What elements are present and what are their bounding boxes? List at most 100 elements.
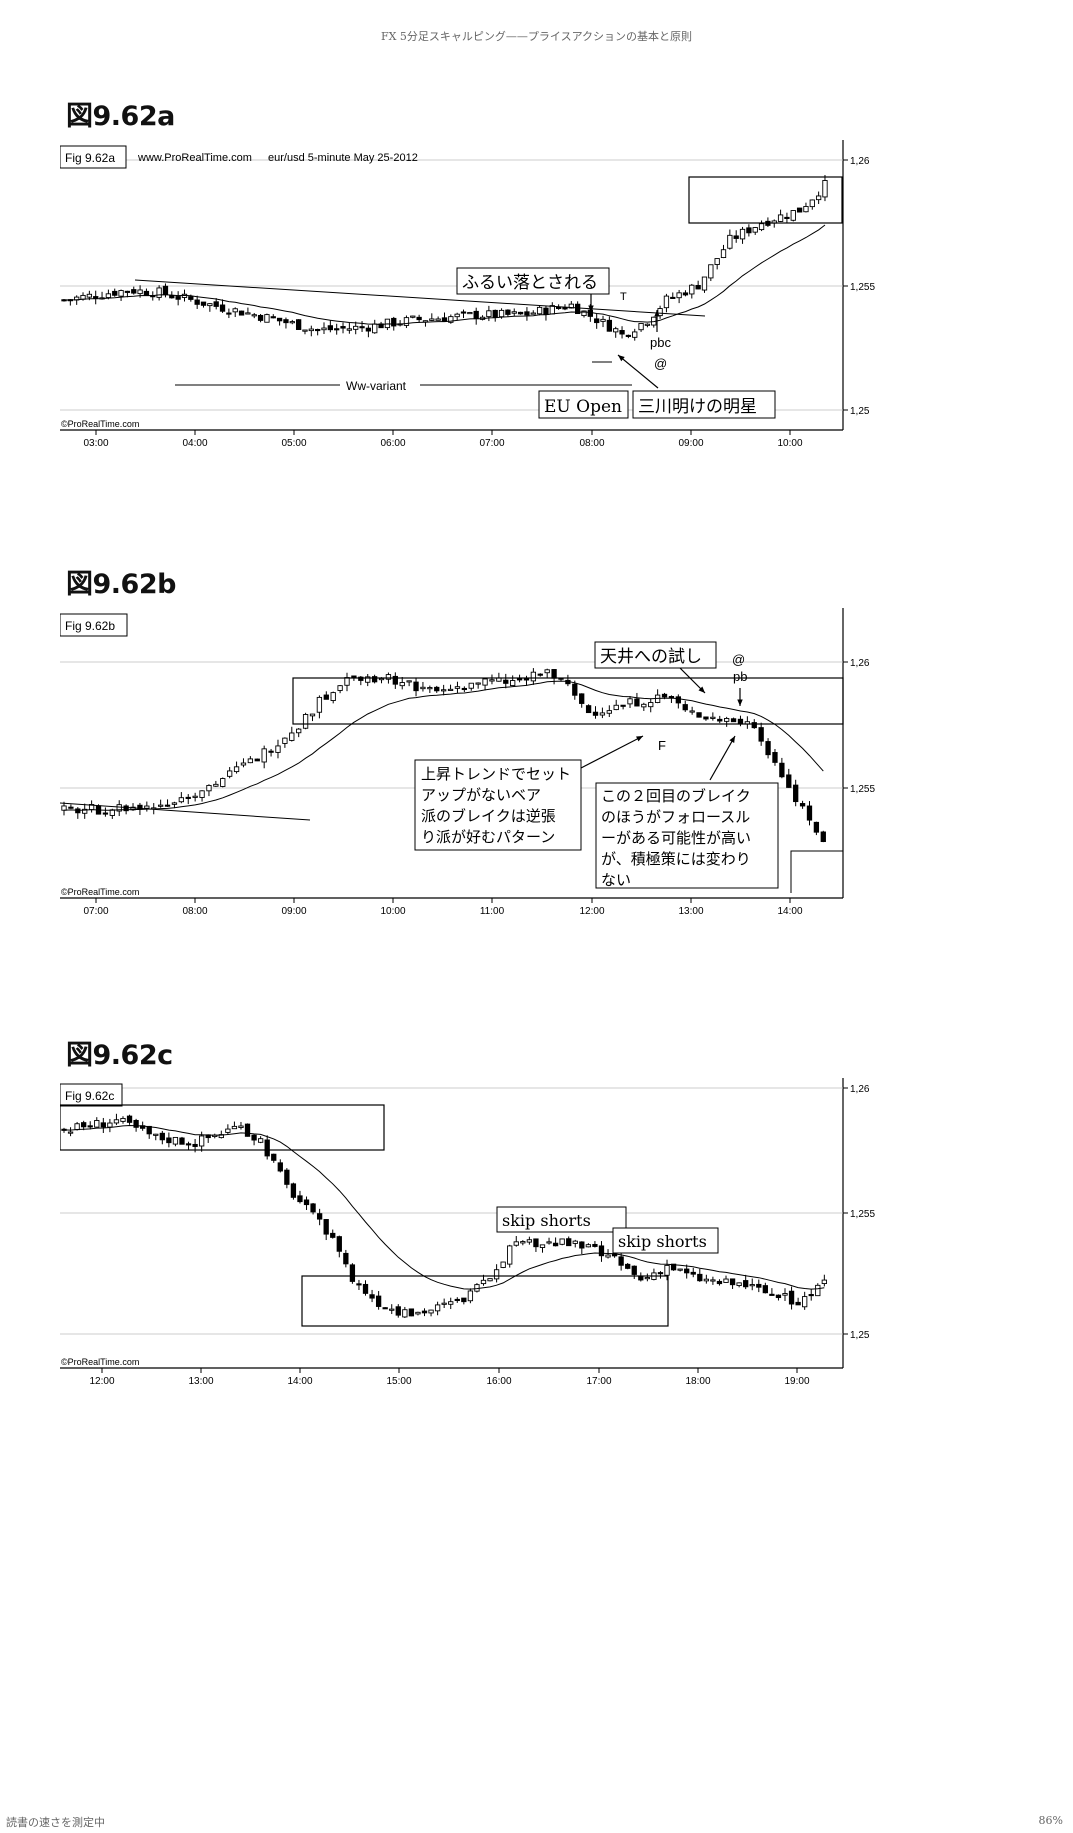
candle-body [585,705,592,714]
candle-body [102,812,109,815]
candle-body [632,331,638,338]
y-tick-label: 1,26 [850,156,870,167]
candle-body [486,310,492,318]
candle-body [663,295,670,309]
note-second-break-line: この２回目のブレイク [601,787,751,805]
candle-body [487,1278,493,1282]
annotation-at: @ [654,356,667,371]
candle-body [815,1284,821,1297]
candle-body [788,1290,795,1305]
candle-body [61,805,67,811]
candle-body [575,303,581,315]
candle-body [220,778,226,787]
lower-range-box [301,1275,669,1327]
x-tick-label: 08:00 [579,438,604,449]
candle-body [428,1309,434,1314]
candle-body [303,1199,310,1206]
y-tick-label: 1,26 [850,658,870,669]
candle-body [786,774,792,788]
candle-body [435,318,441,321]
candle-body [213,301,219,307]
arrow-ceiling-test-head [698,686,705,693]
candle-body [566,1238,572,1247]
candle-body [403,317,410,326]
x-tick-label: 09:00 [281,906,306,917]
candle-body [581,310,587,317]
candle-body [232,308,238,313]
candle-body [802,1296,808,1308]
candle-body [321,327,327,331]
candle-body [555,306,562,309]
candle-body [670,1263,677,1271]
candle-body [213,783,219,787]
candle-body [240,762,247,766]
candle-body [353,325,359,330]
candle-body [551,669,557,679]
candle-body [137,289,143,295]
candle-body [790,210,796,221]
candle-body [308,328,314,332]
chart-9-62c: 1,26 1,255 1,25 12:00 13:00 14:00 15:00 16:00 17… [60,1078,875,1387]
candle-body [739,228,746,240]
candle-body [337,685,343,691]
moving-average-line [63,1124,825,1290]
candle-body [302,714,309,729]
fig-label: Fig 9.62a [65,151,115,165]
candle-body [530,671,537,682]
candle-body [284,1169,290,1185]
candle-body [523,678,530,681]
candle-body [592,1243,598,1247]
candle-body [552,1242,559,1247]
candle-body [349,1264,356,1282]
candle-body [295,319,302,330]
candle-body [777,214,784,222]
candle-body [194,299,200,305]
candle-body [737,718,744,725]
candle-body [244,1123,251,1137]
target-marker [790,850,843,893]
annotation-ceiling-test: 天井への試し [600,647,702,667]
candle-body [113,1119,120,1124]
candle-body [524,311,530,316]
candle-body [233,766,240,773]
candle-body [676,292,682,299]
candle-body [530,312,536,315]
resistance-box [688,176,843,224]
candle-body [144,805,150,809]
candle-body [264,1139,270,1157]
candle-body [309,713,316,717]
candle-body [199,790,205,798]
candle-body [746,227,752,234]
candle-body [587,309,593,317]
candle-body [385,674,392,680]
candle-body [257,1138,264,1143]
candle-body [74,1123,80,1131]
candle-body [429,318,435,321]
candle-body [378,677,385,681]
candle-body [572,1240,578,1244]
source-label: www.ProRealTime.com [137,152,252,164]
x-tick-label: 13:00 [678,906,703,917]
candle-body [86,293,93,298]
candle-body [765,741,771,756]
candle-body [226,312,232,315]
fig-label-box [60,613,128,637]
y-tick-label: 1,25 [850,406,870,417]
candle-body [93,296,99,299]
candle-body [475,682,481,685]
candle-body [375,1295,382,1307]
candle-body [297,1195,303,1203]
candle-body [638,323,644,331]
candle-body [661,693,668,698]
candle-body [756,1283,762,1288]
candle-body [118,290,124,297]
x-tick-label: 08:00 [182,906,207,917]
candle-body [172,1136,179,1145]
arrow-pb-head [737,699,743,706]
candle-body [758,223,765,231]
candle-body [544,669,550,674]
x-tick-label: 06:00 [380,438,405,449]
candle-body [251,1134,257,1141]
candle-body [447,688,454,691]
trend-line [134,279,706,317]
